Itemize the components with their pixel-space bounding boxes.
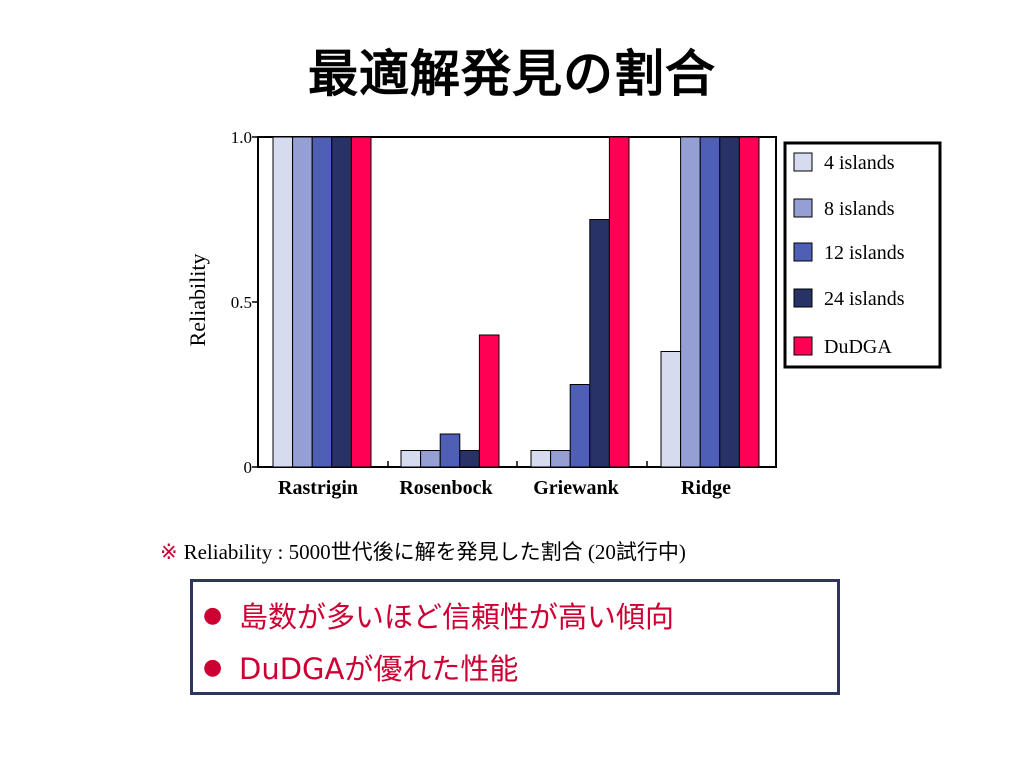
summary-box: ● 島数が多いほど信頼性が高い傾向 ● DuDGAが優れた性能 (190, 579, 840, 695)
legend-swatch (793, 152, 813, 172)
bar (738, 136, 760, 468)
legend-swatch (793, 336, 813, 356)
y-tick-label: 0 (244, 458, 253, 477)
bar (420, 450, 441, 468)
bar (311, 136, 333, 468)
category-label: Griewank (533, 477, 619, 499)
bar (331, 136, 352, 468)
legend-swatch (793, 288, 813, 308)
summary-item-text: DuDGAが優れた性能 (239, 652, 519, 686)
legend-swatch (793, 198, 813, 218)
summary-item-text: 島数が多いほど信頼性が高い傾向 (239, 600, 675, 634)
bar (699, 136, 721, 468)
category-label: Rosenbock (399, 477, 493, 499)
legend-label: 12 islands (824, 242, 905, 264)
bar (272, 136, 294, 468)
category-label: Rastrigin (278, 477, 358, 499)
bar (608, 136, 630, 468)
y-tick-label: 0.5 (231, 293, 252, 312)
bar (478, 334, 500, 468)
note-mark: ※ (160, 540, 178, 564)
legend-label: 4 islands (824, 152, 895, 174)
summary-item: ● 島数が多いほど信頼性が高い傾向 (203, 592, 674, 638)
bar (292, 136, 313, 468)
bar (350, 136, 372, 468)
bar (719, 136, 740, 468)
legend-label: 24 islands (824, 288, 905, 310)
bar (459, 450, 480, 468)
legend-label: 8 islands (824, 198, 895, 220)
slide-title: 最適解発見の割合 (308, 45, 716, 103)
reliability-note: ※ Reliability : 5000世代後に解を発見した割合 (20試行中) (160, 536, 686, 566)
legend-label: DuDGA (824, 336, 892, 358)
bar (400, 450, 422, 468)
bar (439, 433, 461, 468)
bar (530, 450, 552, 468)
bar (660, 351, 682, 468)
y-tick-label: 1.0 (231, 128, 252, 147)
bullet-icon: ● (203, 602, 223, 628)
category-label: Ridge (681, 477, 731, 499)
legend-swatch (793, 242, 813, 262)
bar (680, 136, 701, 468)
y-axis-label: Reliability (185, 254, 210, 347)
bullet-icon: ● (203, 654, 223, 680)
note-text: Reliability : 5000世代後に解を発見した割合 (20試行中) (183, 540, 686, 564)
bar (589, 219, 610, 468)
summary-item: ● DuDGAが優れた性能 (203, 644, 518, 690)
bar (569, 384, 591, 468)
bar (550, 450, 571, 468)
